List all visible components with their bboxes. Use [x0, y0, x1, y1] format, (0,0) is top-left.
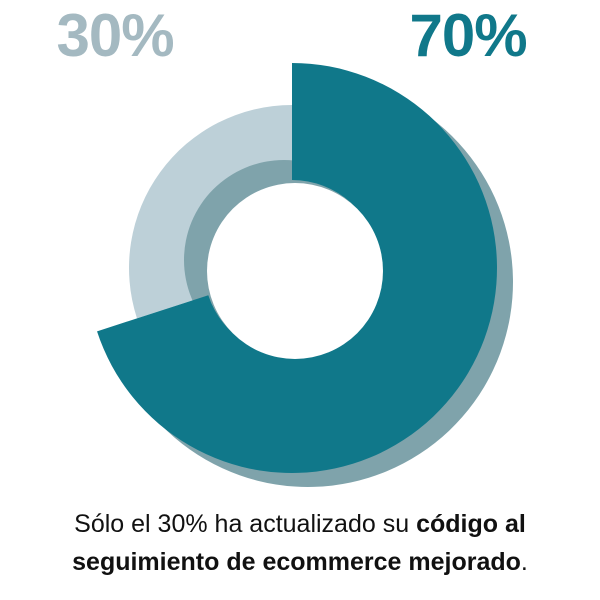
caption-end: . [520, 548, 528, 576]
donut-hole [207, 183, 383, 359]
value-label: 70% [409, 2, 526, 69]
caption-emphasis: código al seguimiento de ecommerce mejor… [72, 510, 526, 576]
caption-text: Sólo el 30% ha actualizado su [74, 510, 417, 538]
segment [97, 63, 497, 473]
chart: 30% 70% [56, 2, 528, 487]
caption: Sólo el 30% ha actualizado su código al … [10, 505, 590, 581]
value-label: 30% [56, 2, 173, 69]
